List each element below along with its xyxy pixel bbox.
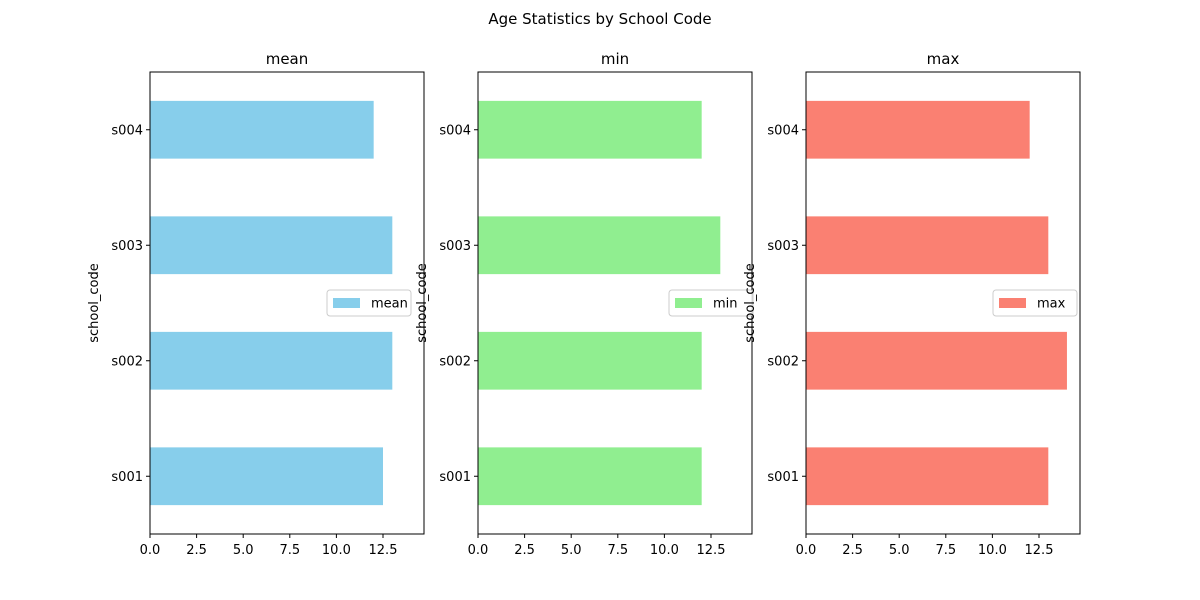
axes-frame: [805, 71, 1081, 535]
y-tick-label: s002: [439, 354, 471, 369]
legend-swatch: [999, 298, 1026, 308]
legend-box: [326, 289, 412, 317]
bar-max-s002: [806, 331, 1067, 390]
x-tick-label: 7.5: [607, 543, 628, 558]
x-tick-label: 7.5: [935, 543, 956, 558]
subplot-min: min s001 s002 s003 s004 0.0 2.5 5.0 7.5 10.0 12.5 s…: [415, 50, 754, 558]
subplot-mean: mean s001 s002 s003 s004 0.0 2.5 5.0 7.5 10.0 12.5…: [87, 50, 425, 558]
bar-min-s004: [478, 100, 702, 159]
y-tick-label: s003: [767, 239, 799, 254]
chart-panels: mean s001 s002 s003 s004 0.0 2.5 5.0 7.5 10.0 12.5…: [87, 50, 1081, 558]
y-axis-label: school_code: [87, 263, 102, 343]
y-axis-label: school_code: [415, 263, 430, 343]
subplot-title: max: [927, 50, 960, 68]
bar-mean-s004: [150, 100, 374, 159]
x-tick-label: 10.0: [650, 543, 679, 558]
axes-frame: [149, 71, 425, 535]
y-axis-label: school_code: [743, 263, 758, 343]
legend-label: max: [1037, 297, 1066, 312]
x-tick-label: 2.5: [514, 543, 535, 558]
legend-swatch: [333, 298, 360, 308]
x-tick-label: 0.0: [468, 543, 489, 558]
y-tick-label: s004: [767, 123, 799, 138]
y-tick-label: s004: [439, 123, 471, 138]
bar-min-s001: [478, 447, 702, 506]
x-tick-label: 0.0: [140, 543, 161, 558]
bar-max-s001: [806, 447, 1049, 506]
bar-min-s002: [478, 331, 702, 390]
y-tick-label: s002: [111, 354, 143, 369]
legend-swatch: [675, 298, 702, 308]
figure-title: Age Statistics by School Code: [488, 10, 711, 28]
x-tick-label: 0.0: [796, 543, 817, 558]
legend-label: mean: [371, 297, 408, 312]
x-tick-label: 2.5: [186, 543, 207, 558]
y-tick-label: s001: [111, 470, 143, 485]
bar-max-s004: [806, 100, 1030, 159]
legend-box: [992, 289, 1078, 317]
bar-mean-s002: [150, 331, 393, 390]
x-tick-label: 10.0: [978, 543, 1007, 558]
subplot-title: min: [601, 50, 629, 68]
bar-max-s003: [806, 216, 1049, 275]
subplot-title: mean: [266, 50, 309, 68]
x-tick-label: 10.0: [322, 543, 351, 558]
y-tick-label: s003: [111, 239, 143, 254]
x-tick-label: 5.0: [561, 543, 582, 558]
legend-box: [668, 289, 754, 317]
x-tick-label: 12.5: [697, 543, 726, 558]
y-tick-label: s001: [439, 470, 471, 485]
x-tick-label: 2.5: [842, 543, 863, 558]
x-tick-label: 5.0: [889, 543, 910, 558]
bar-mean-s003: [150, 216, 393, 275]
x-tick-label: 7.5: [279, 543, 300, 558]
subplot-max: max s001 s002 s003 s004 0.0 2.5 5.0 7.5 10.0 12.5 s…: [743, 50, 1081, 558]
bar-min-s003: [478, 216, 721, 275]
x-tick-label: 12.5: [369, 543, 398, 558]
y-tick-label: s003: [439, 239, 471, 254]
x-tick-label: 5.0: [233, 543, 254, 558]
y-tick-label: s004: [111, 123, 143, 138]
legend-label: min: [713, 297, 738, 312]
y-tick-label: s002: [767, 354, 799, 369]
y-tick-label: s001: [767, 470, 799, 485]
x-tick-label: 12.5: [1025, 543, 1054, 558]
bar-mean-s001: [150, 447, 383, 506]
